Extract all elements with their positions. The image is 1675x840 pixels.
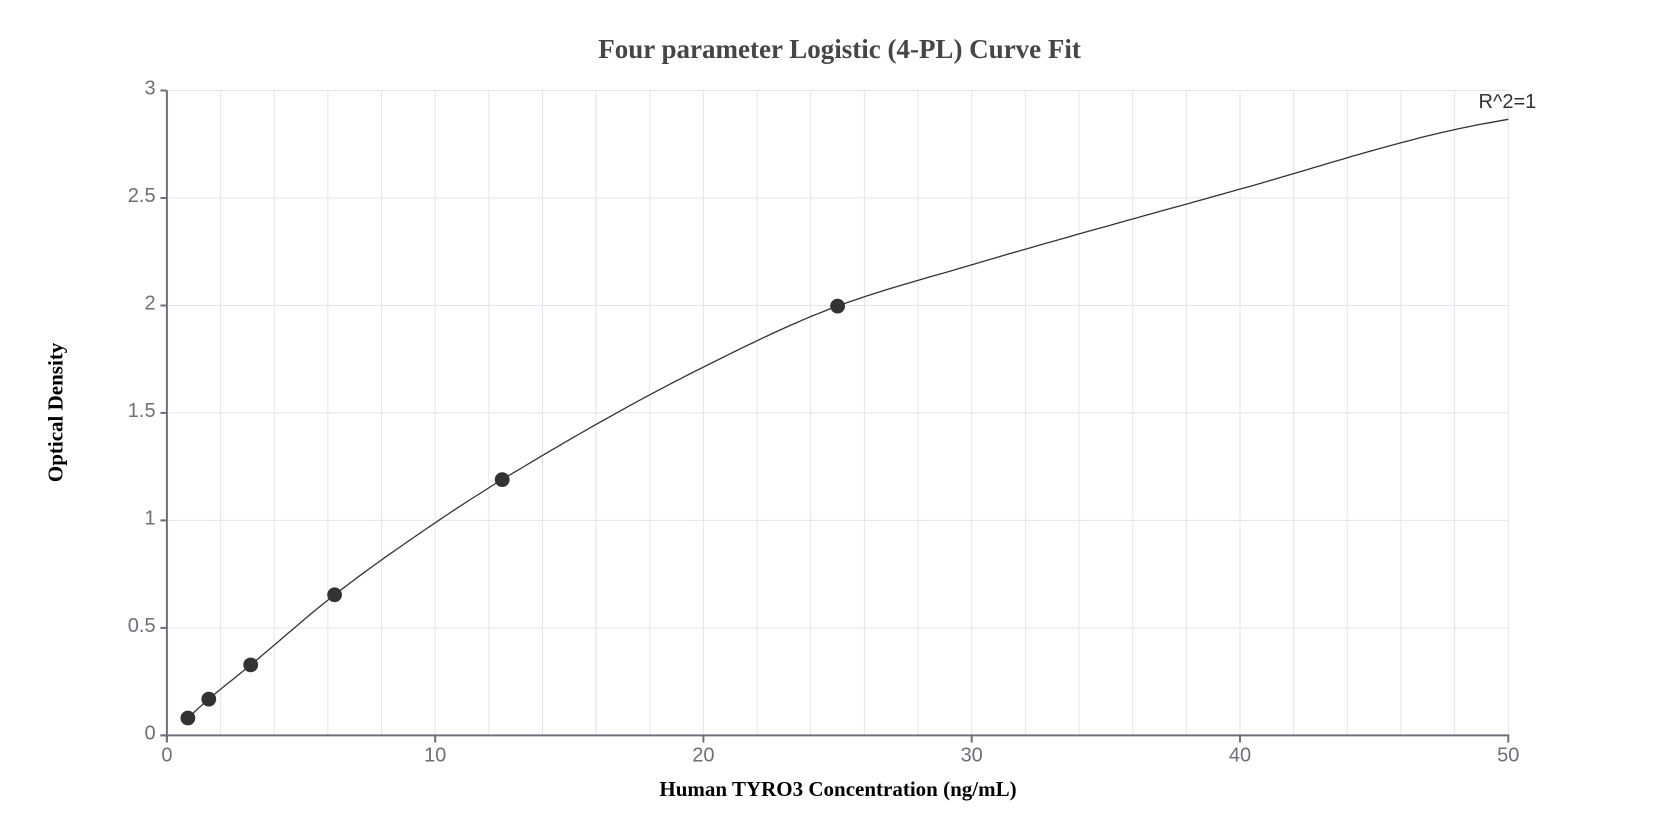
svg-text:2: 2 [144, 293, 155, 315]
svg-text:40: 40 [1229, 745, 1251, 767]
svg-text:1.5: 1.5 [128, 400, 156, 422]
svg-text:R^2=1: R^2=1 [1479, 91, 1537, 113]
svg-text:Human TYRO3 Concentration (ng/: Human TYRO3 Concentration (ng/mL) [659, 777, 1016, 801]
svg-text:10: 10 [424, 745, 446, 767]
svg-text:30: 30 [961, 745, 983, 767]
svg-text:20: 20 [692, 745, 714, 767]
svg-text:1: 1 [144, 508, 155, 530]
svg-text:50: 50 [1497, 745, 1519, 767]
svg-text:Optical Density: Optical Density [43, 342, 67, 482]
svg-text:3: 3 [144, 78, 155, 100]
svg-text:Four parameter Logistic (4-PL): Four parameter Logistic (4-PL) Curve Fit [598, 34, 1081, 64]
svg-text:0.5: 0.5 [128, 615, 156, 637]
svg-text:0: 0 [144, 723, 155, 745]
svg-text:0: 0 [161, 745, 172, 767]
svg-text:2.5: 2.5 [128, 185, 156, 207]
